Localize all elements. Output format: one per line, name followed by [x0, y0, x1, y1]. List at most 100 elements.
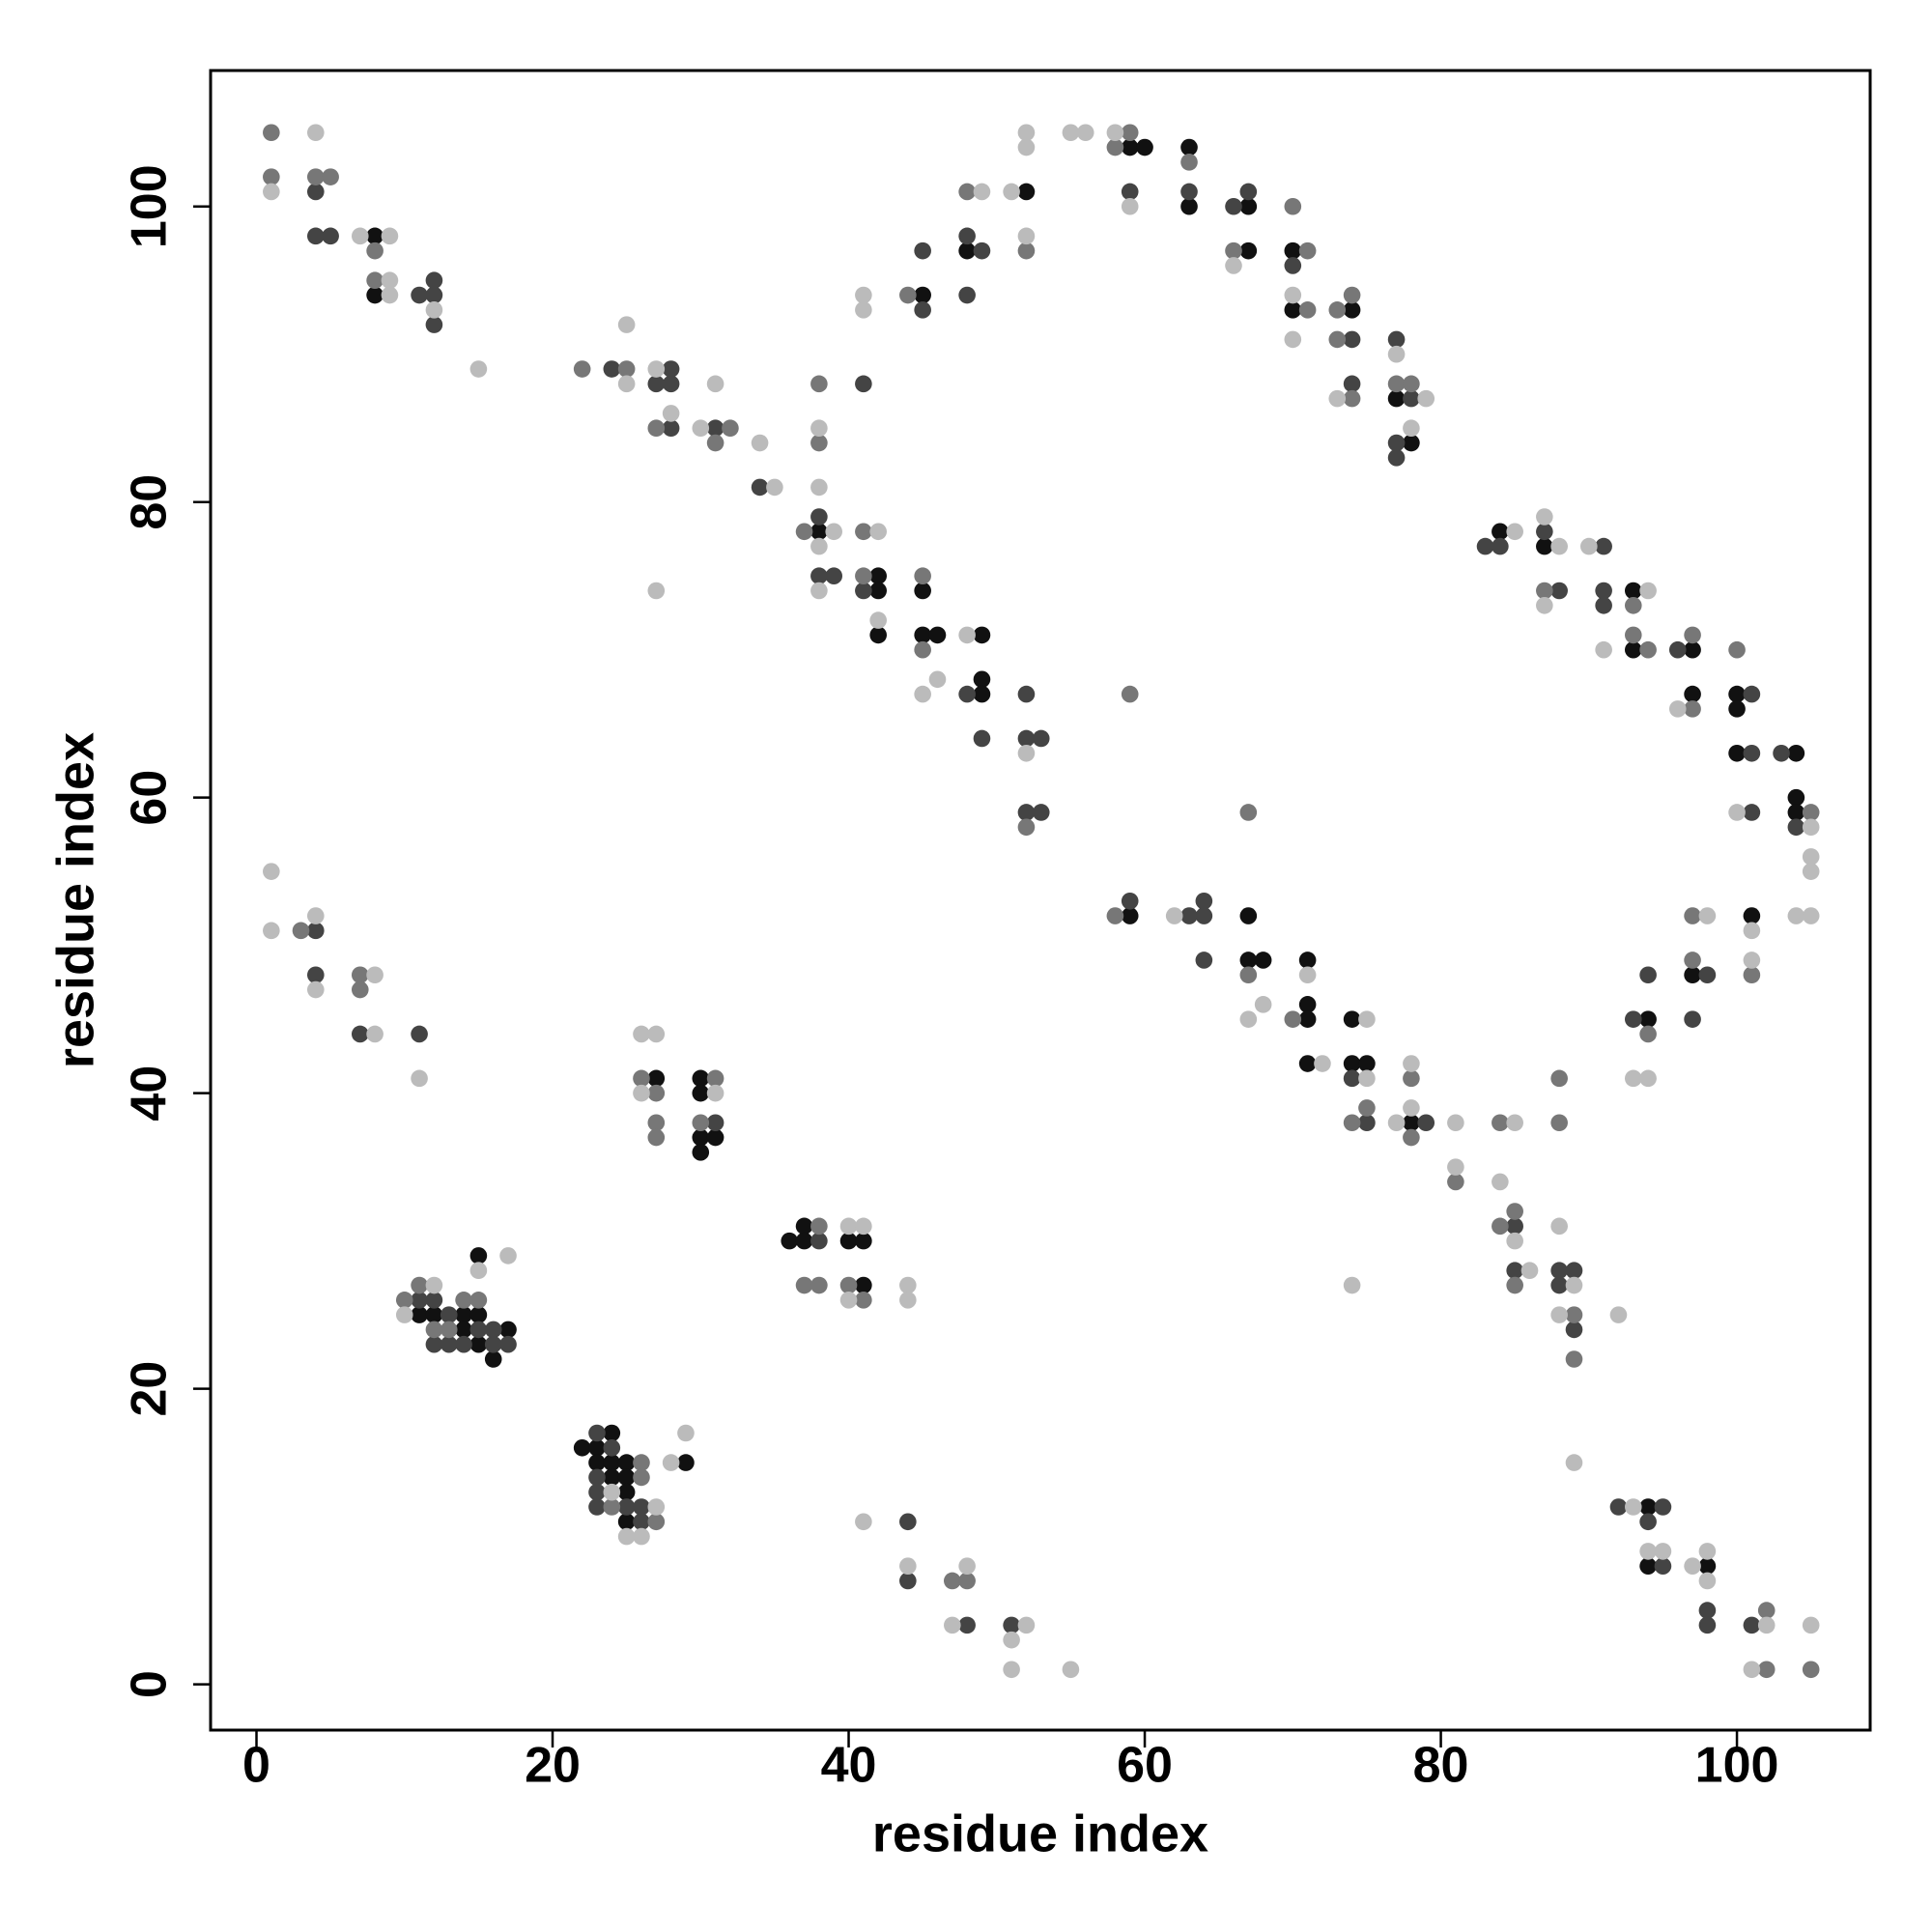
scatter-point	[1728, 804, 1746, 821]
scatter-point	[1536, 582, 1553, 600]
scatter-point	[1121, 183, 1139, 201]
scatter-point	[1284, 330, 1302, 349]
scatter-point	[1387, 389, 1406, 408]
scatter-point	[1743, 804, 1761, 821]
scatter-point	[1003, 1631, 1020, 1649]
scatter-point	[1195, 907, 1213, 924]
scatter-point	[1624, 626, 1642, 644]
scatter-point	[1639, 1069, 1657, 1088]
scatter-point	[810, 419, 828, 438]
scatter-point	[469, 1247, 488, 1264]
scatter-point	[692, 1084, 710, 1102]
scatter-point	[263, 863, 280, 880]
scatter-point	[469, 1292, 488, 1309]
scatter-point	[1698, 907, 1717, 924]
scatter-point	[573, 1439, 591, 1457]
scatter-point	[1121, 124, 1139, 142]
scatter-point	[351, 1025, 369, 1043]
scatter-point	[1017, 124, 1036, 142]
scatter-point	[973, 670, 991, 689]
scatter-point	[1506, 523, 1523, 541]
scatter-point	[1343, 1010, 1361, 1028]
y-tick-label: 40	[122, 1065, 178, 1122]
scatter-point	[647, 375, 666, 393]
scatter-point	[1550, 1114, 1568, 1132]
scatter-point	[440, 1321, 458, 1339]
scatter-point	[958, 286, 976, 304]
scatter-point	[1121, 892, 1139, 910]
scatter-point	[588, 1454, 606, 1471]
scatter-point	[1254, 952, 1272, 969]
scatter-point	[1743, 685, 1761, 703]
scatter-point	[1639, 582, 1657, 600]
scatter-point	[1284, 301, 1302, 319]
scatter-point	[1743, 1661, 1761, 1679]
scatter-point	[914, 582, 931, 600]
scatter-point	[455, 1292, 472, 1309]
scatter-point	[855, 567, 872, 585]
scatter-point	[1225, 242, 1242, 260]
scatter-point	[1684, 966, 1701, 984]
scatter-point	[411, 1306, 428, 1323]
y-tick-label: 20	[122, 1361, 178, 1417]
scatter-point	[795, 1217, 813, 1236]
scatter-point	[1343, 375, 1361, 393]
scatter-point	[484, 1335, 502, 1353]
scatter-point	[973, 626, 991, 644]
x-tick-label: 60	[1117, 1738, 1173, 1794]
scatter-point	[914, 685, 931, 703]
scatter-point	[855, 1276, 872, 1294]
scatter-point	[425, 316, 443, 333]
scatter-point	[751, 478, 769, 497]
scatter-point	[1773, 744, 1790, 762]
scatter-point	[1728, 685, 1746, 703]
scatter-point	[899, 1572, 917, 1590]
scatter-point	[1550, 582, 1568, 600]
scatter-point	[395, 1292, 413, 1309]
scatter-point	[839, 1232, 858, 1250]
scatter-point	[633, 1498, 650, 1516]
scatter-point	[647, 1513, 666, 1531]
scatter-point	[1728, 700, 1746, 718]
x-tick-label: 20	[525, 1738, 581, 1794]
scatter-point	[1668, 700, 1687, 718]
scatter-point	[1403, 1069, 1420, 1088]
scatter-point	[1343, 1114, 1361, 1132]
scatter-point	[1639, 1543, 1657, 1560]
scatter-point	[307, 168, 325, 185]
scatter-point	[440, 1306, 458, 1323]
scatter-point	[617, 360, 636, 378]
scatter-point	[1668, 640, 1687, 659]
scatter-point	[1743, 966, 1761, 984]
scatter-point	[1328, 389, 1347, 408]
scatter-point	[973, 183, 991, 201]
scatter-point	[1447, 1114, 1464, 1132]
scatter-point	[899, 1557, 917, 1575]
scatter-point	[1017, 804, 1036, 821]
scatter-point	[1506, 1203, 1523, 1220]
scatter-point	[1684, 1557, 1701, 1575]
scatter-point	[1165, 907, 1183, 924]
scatter-point	[1284, 286, 1302, 304]
scatter-point	[1180, 197, 1198, 215]
scatter-point	[810, 1276, 828, 1294]
scatter-point	[1624, 640, 1642, 659]
scatter-point	[958, 1616, 976, 1634]
scatter-point	[1017, 818, 1036, 837]
scatter-point	[1387, 434, 1406, 452]
scatter-point	[1121, 138, 1139, 156]
scatter-point	[1743, 952, 1761, 969]
scatter-point	[1506, 1217, 1523, 1236]
scatter-point	[795, 1232, 813, 1250]
scatter-point	[1802, 848, 1820, 866]
scatter-point	[1802, 1661, 1820, 1679]
scatter-point	[692, 419, 710, 438]
scatter-point	[662, 375, 680, 393]
scatter-point	[1180, 907, 1198, 924]
scatter-point	[1343, 1055, 1361, 1072]
scatter-point	[588, 1439, 606, 1457]
scatter-point	[1536, 537, 1553, 555]
scatter-point	[1106, 138, 1124, 156]
scatter-point	[1639, 640, 1657, 659]
